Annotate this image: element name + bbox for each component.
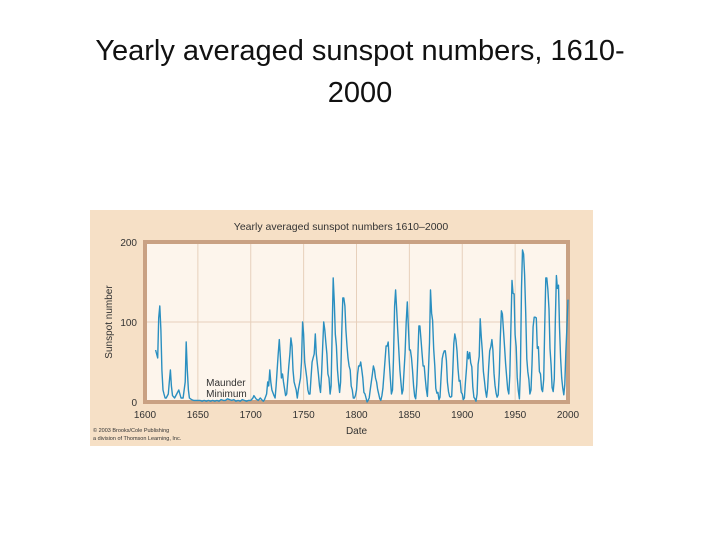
x-axis-label: Date <box>346 426 368 437</box>
x-tick-label-1750: 1750 <box>293 410 316 421</box>
slide-title-line-2: 2000 <box>327 77 393 109</box>
sunspot-chart: Yearly averaged sunspot numbers 1610–200… <box>104 221 580 437</box>
series-line-0 <box>154 249 569 403</box>
chart-title: Yearly averaged sunspot numbers 1610–200… <box>234 221 449 233</box>
copyright-line-2: a division of Thomson Learning, Inc. <box>93 436 182 442</box>
slide-title: Yearly averaged sunspot numbers, 1610- 2… <box>40 30 680 114</box>
sunspot-figure: Yearly averaged sunspot numbers 1610–200… <box>90 210 593 446</box>
y-axis-label: Sunspot number <box>104 285 115 359</box>
annotation-line-2: Minimum <box>206 389 247 400</box>
y-tick-label-200: 200 <box>120 238 137 249</box>
x-tick-label-1800: 1800 <box>345 410 368 421</box>
x-tick-label-2000: 2000 <box>557 410 580 421</box>
slide-title-line-1: Yearly averaged sunspot numbers, 1610- <box>95 35 625 67</box>
x-tick-label-1650: 1650 <box>187 410 210 421</box>
annotation-line-1: Maunder <box>206 378 246 389</box>
x-tick-label-1700: 1700 <box>240 410 263 421</box>
y-tick-label-0: 0 <box>131 398 137 409</box>
copyright-line-1: © 2003 Brooks/Cole Publishing <box>93 428 170 434</box>
x-tick-label-1950: 1950 <box>504 410 527 421</box>
x-tick-label-1600: 1600 <box>134 410 157 421</box>
y-tick-label-100: 100 <box>120 318 137 329</box>
x-tick-label-1900: 1900 <box>451 410 474 421</box>
x-tick-label-1850: 1850 <box>398 410 421 421</box>
